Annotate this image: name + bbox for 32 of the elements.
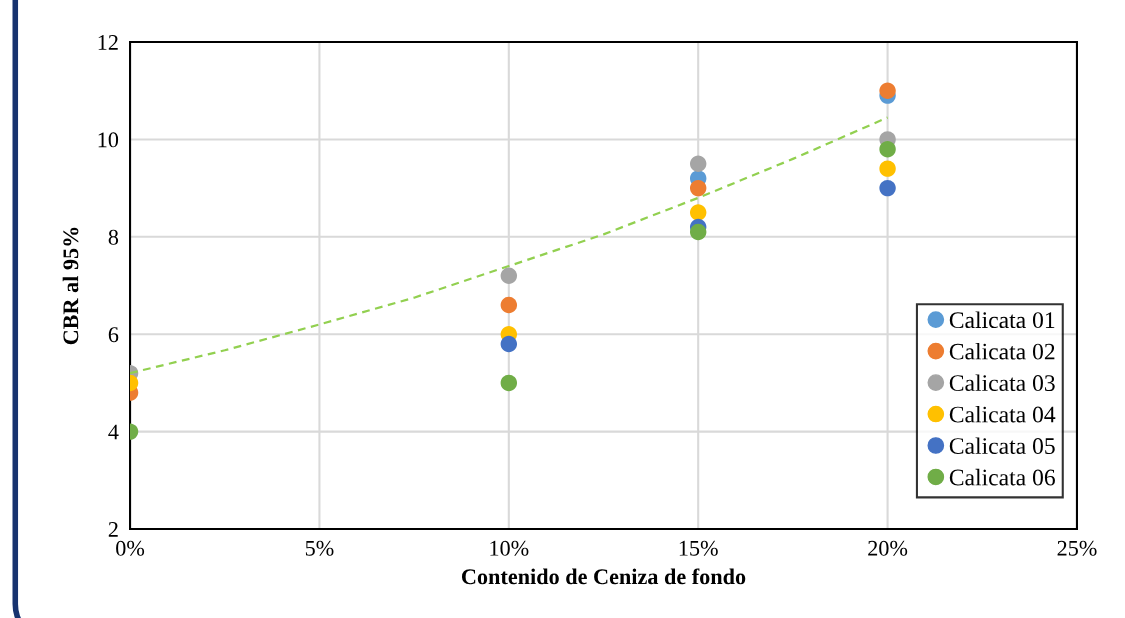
legend-label: Calicata 03 (949, 374, 1055, 392)
x-tick-label: 5% (305, 540, 334, 556)
point (500, 296, 518, 314)
point (500, 335, 518, 353)
point (879, 179, 896, 197)
y-tick-label: 6 (108, 327, 119, 343)
x-tick-label: 25% (1057, 540, 1097, 556)
legend-label: Calicata 05 (949, 437, 1055, 454)
y-tick-label: 2 (108, 522, 118, 537)
x-tick-label: 0% (116, 540, 145, 556)
y-tick-label: 4 (108, 424, 119, 440)
legend-label: Calicata 01 (949, 311, 1055, 329)
point (500, 374, 518, 392)
point (879, 140, 896, 158)
point (689, 179, 707, 197)
y-tick-label: 12 (98, 35, 118, 50)
point (689, 204, 707, 221)
x-axis-title: Contenido de Ceniza de fondo (461, 568, 746, 585)
point (500, 267, 518, 284)
point (879, 160, 896, 177)
x-tick-label: 15% (679, 540, 718, 556)
point (689, 155, 707, 172)
x-tick-label: 10% (490, 540, 529, 556)
y-axis-title: CBR al 95% (62, 227, 79, 345)
legend-label: Calicata 04 (949, 405, 1056, 423)
point (689, 223, 707, 241)
legend-label: Calicata 02 (949, 342, 1055, 360)
point (879, 82, 896, 99)
x-tick-label: 20% (868, 540, 908, 556)
legend-label: Calicata 06 (949, 468, 1055, 486)
y-tick-label: 10 (98, 132, 119, 148)
y-tick-label: 8 (108, 229, 119, 245)
